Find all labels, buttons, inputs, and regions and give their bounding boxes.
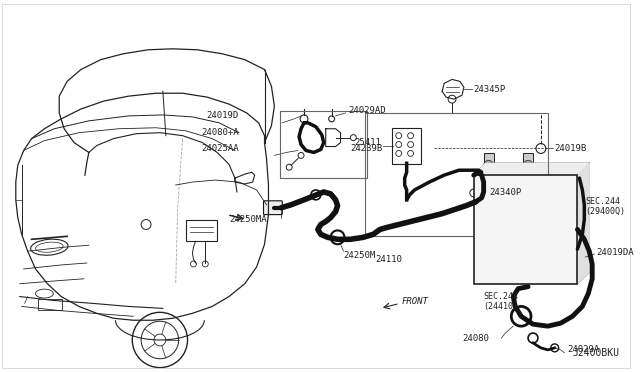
Text: (29400Q): (29400Q) [586, 207, 625, 216]
Text: 24345P: 24345P [474, 85, 506, 94]
Text: J2400BKU: J2400BKU [573, 348, 620, 358]
Text: 24019DA: 24019DA [596, 248, 634, 257]
Text: (24410): (24410) [484, 302, 518, 311]
Text: 24110: 24110 [375, 254, 402, 263]
Text: 24250MA: 24250MA [229, 215, 266, 224]
Circle shape [484, 160, 493, 170]
Text: SEC.244: SEC.244 [586, 197, 620, 206]
FancyBboxPatch shape [264, 201, 282, 215]
Text: 24080: 24080 [463, 334, 490, 343]
FancyBboxPatch shape [484, 153, 493, 165]
Text: 24239B: 24239B [350, 144, 383, 153]
Text: 24025AA: 24025AA [201, 144, 239, 153]
Polygon shape [474, 163, 589, 175]
FancyBboxPatch shape [479, 224, 572, 244]
Text: FRONT: FRONT [402, 297, 429, 306]
Text: 24029A: 24029A [568, 345, 600, 355]
Circle shape [523, 160, 533, 170]
Text: SEC.244: SEC.244 [484, 292, 518, 301]
Polygon shape [577, 163, 589, 284]
Text: 24019B: 24019B [555, 144, 587, 153]
Text: 25411: 25411 [354, 138, 381, 147]
Text: 24080+A: 24080+A [201, 128, 239, 137]
Text: 24019D: 24019D [207, 112, 239, 121]
FancyBboxPatch shape [474, 175, 577, 284]
Text: 24029AD: 24029AD [348, 106, 386, 115]
FancyBboxPatch shape [523, 153, 533, 165]
Text: 24250M: 24250M [344, 251, 376, 260]
Text: 24340P: 24340P [490, 188, 522, 198]
